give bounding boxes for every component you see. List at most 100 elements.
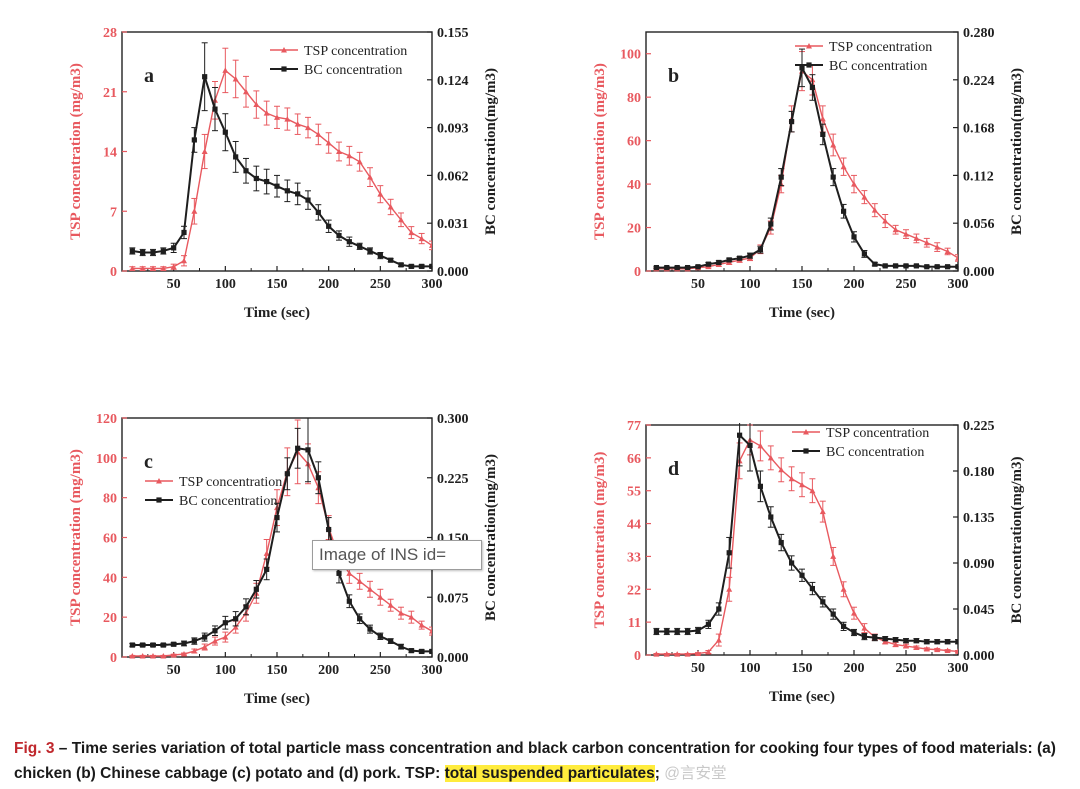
tsp-point bbox=[222, 634, 229, 640]
bc-point bbox=[388, 257, 394, 263]
tsp-point bbox=[191, 648, 198, 654]
bc-point bbox=[882, 636, 888, 642]
y2-tick-label: 0.280 bbox=[963, 26, 995, 41]
tsp-point bbox=[757, 442, 764, 449]
tsp-point bbox=[201, 644, 208, 650]
bc-point bbox=[408, 648, 414, 654]
bc-point bbox=[264, 178, 270, 185]
tsp-point bbox=[892, 226, 899, 233]
chart-panel-d: 50 100 150 200 250 300 0 11 22 33 44 55 66 77 0.000 0.0… bbox=[592, 419, 1025, 705]
x-tick-label: 250 bbox=[370, 277, 391, 292]
tsp-point bbox=[274, 114, 280, 120]
legend-label: TSP concentration bbox=[826, 426, 929, 441]
y-tick-label: 0 bbox=[634, 265, 641, 280]
tsp-point bbox=[387, 203, 394, 210]
legend: TSP concentration BC concentration bbox=[792, 426, 929, 460]
tsp-point bbox=[367, 586, 373, 592]
bc-point bbox=[695, 627, 701, 634]
panel-label: c bbox=[144, 451, 153, 473]
bc-point bbox=[820, 131, 826, 138]
y2-tick-label: 0.093 bbox=[437, 122, 469, 137]
bc-point bbox=[716, 606, 722, 612]
bc-point bbox=[955, 639, 958, 645]
tsp-point bbox=[263, 550, 270, 556]
y2-tick-label: 0.000 bbox=[437, 265, 469, 280]
legend-label: BC concentration bbox=[826, 445, 924, 460]
legend-marker bbox=[806, 43, 812, 49]
plot-frame bbox=[121, 417, 433, 658]
x-tick-label: 200 bbox=[844, 661, 865, 676]
x-axis-label: Time (sec) bbox=[244, 691, 310, 707]
tsp-point bbox=[840, 586, 847, 592]
bc-point bbox=[212, 106, 218, 112]
bc-point bbox=[893, 637, 899, 643]
y-tick-label: 22 bbox=[627, 583, 641, 598]
y-tick-label: 55 bbox=[627, 485, 641, 500]
y-tick-label: 7 bbox=[110, 205, 117, 220]
bc-point bbox=[191, 137, 197, 143]
x-tick-label: 100 bbox=[215, 663, 236, 678]
y-tick-label: 0 bbox=[110, 651, 117, 666]
x-tick-label: 50 bbox=[167, 277, 181, 292]
tsp-point bbox=[201, 148, 208, 154]
tsp-point bbox=[356, 578, 363, 584]
y2-axis-label: BC concentration(mg/m3) bbox=[1009, 456, 1025, 623]
bc-point bbox=[913, 638, 919, 644]
bc-point bbox=[212, 628, 218, 634]
tsp-point bbox=[336, 148, 342, 154]
y2-tick-label: 0.056 bbox=[963, 217, 995, 232]
panel-label: b bbox=[668, 65, 679, 87]
bc-point bbox=[419, 263, 425, 269]
legend-label: BC concentration bbox=[304, 63, 402, 78]
bc-point bbox=[305, 197, 311, 203]
x-tick-label: 200 bbox=[318, 663, 339, 678]
data-area bbox=[653, 423, 958, 657]
bc-point bbox=[955, 264, 958, 270]
legend-marker bbox=[806, 62, 812, 68]
x-tick-label: 300 bbox=[422, 277, 443, 292]
tsp-point bbox=[232, 75, 239, 82]
tsp-point bbox=[726, 586, 733, 592]
chart-panel-c: 50 100 150 200 250 300 0 20 40 60 80 100 120 0.000 0.0… bbox=[68, 412, 499, 707]
bc-point bbox=[778, 174, 784, 180]
tsp-point bbox=[377, 191, 384, 197]
panel-label: a bbox=[144, 65, 154, 87]
y-tick-label: 40 bbox=[627, 178, 641, 193]
bc-point bbox=[809, 585, 815, 592]
tsp-point bbox=[387, 602, 394, 608]
y2-tick-label: 0.224 bbox=[963, 74, 995, 89]
tsp-point bbox=[418, 622, 425, 628]
y2-tick-label: 0.225 bbox=[437, 472, 469, 487]
tsp-point bbox=[851, 610, 857, 616]
bc-point bbox=[295, 445, 301, 451]
tsp-point bbox=[294, 121, 301, 127]
bc-point bbox=[893, 263, 899, 269]
bc-point bbox=[150, 642, 156, 648]
bc-point bbox=[264, 566, 270, 572]
tsp-point bbox=[408, 614, 415, 620]
bc-point bbox=[253, 586, 259, 592]
bc-point bbox=[830, 174, 836, 180]
tsp-point bbox=[861, 194, 868, 200]
tsp-point bbox=[139, 653, 146, 659]
y2-tick-label: 0.124 bbox=[437, 74, 469, 89]
bc-point bbox=[222, 620, 228, 626]
y-axis-label: TSP concentration (mg/m3) bbox=[68, 63, 84, 240]
bc-point bbox=[934, 639, 940, 645]
tsp-point bbox=[418, 235, 425, 242]
tsp-point bbox=[809, 487, 816, 494]
y-tick-label: 100 bbox=[620, 48, 641, 63]
y-tick-label: 20 bbox=[627, 222, 641, 237]
tsp-point bbox=[923, 239, 930, 246]
bc-point bbox=[913, 263, 919, 269]
bc-point bbox=[233, 154, 239, 160]
bc-point bbox=[274, 514, 280, 521]
x-tick-label: 150 bbox=[792, 277, 813, 292]
tsp-point bbox=[840, 163, 847, 170]
x-tick-label: 100 bbox=[740, 277, 761, 292]
y-tick-label: 44 bbox=[627, 518, 641, 533]
tsp-point bbox=[181, 257, 187, 264]
bc-point bbox=[716, 259, 722, 266]
bc-point bbox=[253, 175, 259, 182]
y-axis-label: TSP concentration (mg/m3) bbox=[592, 452, 608, 629]
